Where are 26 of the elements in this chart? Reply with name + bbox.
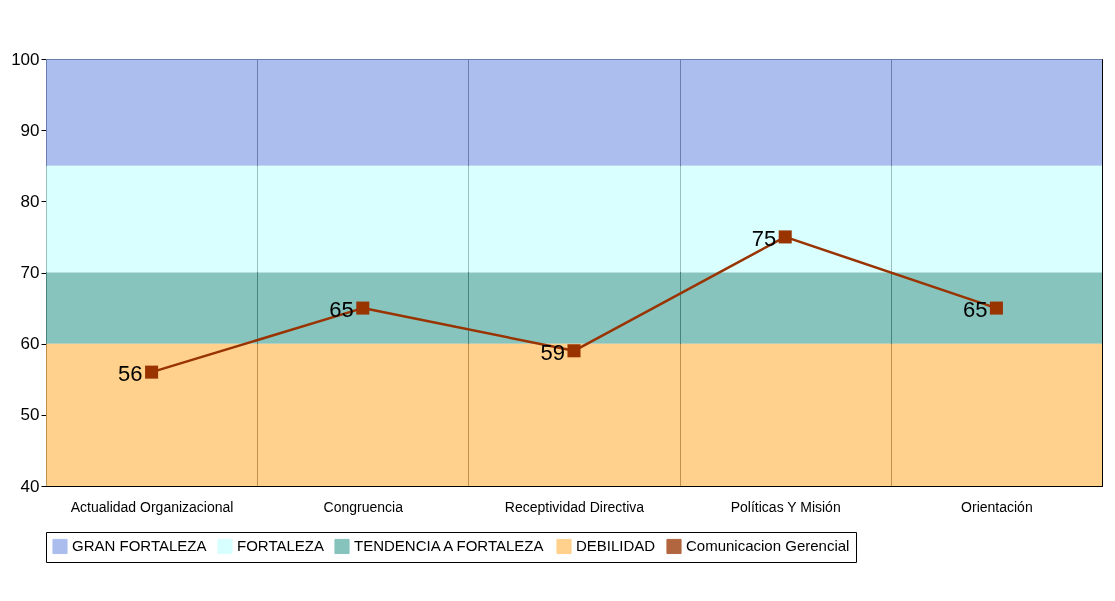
y-tick-label: 100 [11, 49, 40, 69]
x-tick-label: Actualidad Organizacional [70, 498, 234, 515]
y-tick-label: 40 [20, 476, 40, 496]
y-tick-label: 80 [20, 191, 40, 211]
legend-label: GRAN FORTALEZA [72, 537, 207, 555]
point [145, 365, 159, 379]
legend-label: DEBILIDAD [576, 537, 656, 555]
data-label: 75 [751, 225, 777, 251]
x-tick-label: Orientación [961, 498, 1033, 515]
y-tick-label: 50 [20, 405, 40, 425]
legend-label: Comunicacion Gerencial [686, 537, 850, 555]
point [356, 301, 370, 315]
legend-label: FORTALEZA [237, 537, 324, 555]
y-tick-label: 70 [20, 263, 40, 282]
x-tick-label: Receptividad Directiva [504, 498, 645, 515]
legend-label: TENDENCIA A FORTALEZA [354, 537, 544, 555]
data-label: 56 [118, 361, 143, 387]
point [567, 344, 581, 358]
y-tick-label: 60 [20, 334, 40, 354]
x-tick-label: Políticas Y Misión [730, 498, 841, 515]
data-label: 59 [540, 339, 565, 365]
y-tick-label: 90 [20, 120, 40, 140]
point [778, 230, 792, 244]
data-label: 65 [962, 297, 988, 323]
point [989, 301, 1003, 315]
x-tick-label: Congruencia [323, 498, 404, 515]
